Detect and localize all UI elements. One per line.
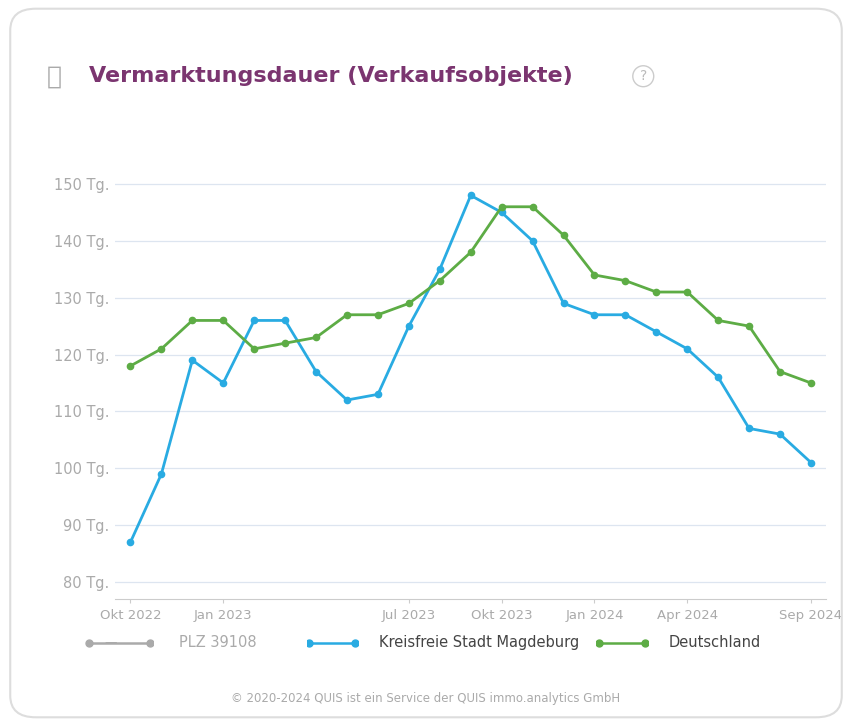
Text: © 2020-2024 QUIS ist ein Service der QUIS immo.analytics GmbH: © 2020-2024 QUIS ist ein Service der QUI… — [232, 692, 620, 705]
Text: —: — — [105, 636, 117, 649]
Text: 🔔: 🔔 — [47, 64, 62, 89]
Text: Kreisfreie Stadt Magdeburg: Kreisfreie Stadt Magdeburg — [379, 635, 579, 650]
Text: ?: ? — [640, 69, 647, 83]
Text: PLZ 39108: PLZ 39108 — [179, 635, 256, 650]
Text: Deutschland: Deutschland — [669, 635, 761, 650]
Text: Vermarktungsdauer (Verkaufsobjekte): Vermarktungsdauer (Verkaufsobjekte) — [89, 66, 573, 86]
